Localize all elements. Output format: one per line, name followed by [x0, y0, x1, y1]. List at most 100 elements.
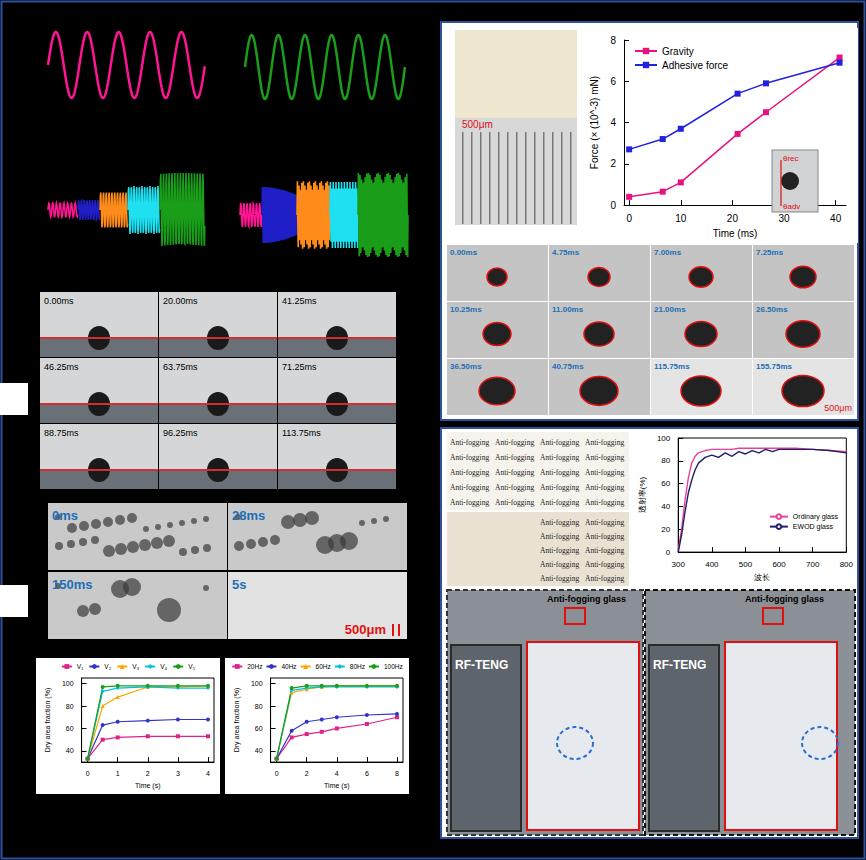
svg-text:100: 100: [251, 680, 263, 687]
svg-text:30: 30: [778, 213, 790, 224]
svg-text:20Hz: 20Hz: [247, 663, 262, 670]
svg-text:Dry area fraction (%): Dry area fraction (%): [233, 688, 241, 753]
svg-text:Anti-fogging: Anti-fogging: [540, 483, 579, 492]
svg-text:Anti-fogging: Anti-fogging: [540, 560, 579, 569]
svg-text:Anti-fogging: Anti-fogging: [585, 518, 624, 527]
svg-text:0.00ms: 0.00ms: [450, 248, 478, 257]
svg-text:80Hz: 80Hz: [350, 663, 365, 670]
svg-text:40: 40: [255, 747, 263, 754]
svg-text:Time (s): Time (s): [324, 782, 349, 790]
svg-text:100Hz: 100Hz: [384, 663, 403, 670]
svg-text:20: 20: [727, 213, 739, 224]
svg-text:8: 8: [395, 770, 399, 777]
svg-text:Anti-fogging glass: Anti-fogging glass: [547, 594, 626, 604]
svg-text:100: 100: [657, 434, 671, 443]
svg-text:36.50ms: 36.50ms: [450, 362, 482, 371]
svg-text:0.00ms: 0.00ms: [44, 296, 74, 306]
svg-text:46.25ms: 46.25ms: [44, 362, 79, 372]
svg-text:113.75ms: 113.75ms: [282, 428, 321, 438]
svg-text:EWOD glass: EWOD glass: [793, 523, 834, 531]
svg-text:2: 2: [305, 770, 309, 777]
svg-text:4: 4: [610, 117, 616, 128]
svg-text:Anti-fogging: Anti-fogging: [540, 532, 579, 541]
svg-text:RF-TENG: RF-TENG: [653, 658, 706, 672]
svg-text:4.75ms: 4.75ms: [552, 248, 580, 257]
svg-text:26.50ms: 26.50ms: [756, 305, 788, 314]
svg-text:Anti-fogging: Anti-fogging: [450, 453, 489, 462]
svg-text:Anti-fogging: Anti-fogging: [450, 483, 489, 492]
svg-text:800: 800: [840, 560, 854, 569]
svg-text:40: 40: [66, 747, 74, 754]
svg-text:V₄: V₄: [160, 663, 167, 670]
svg-text:6: 6: [610, 76, 616, 87]
svg-text:Anti-fogging: Anti-fogging: [495, 483, 534, 492]
svg-text:Anti-fogging: Anti-fogging: [585, 483, 624, 492]
svg-text:20.00ms: 20.00ms: [163, 296, 198, 306]
svg-text:400: 400: [705, 560, 719, 569]
svg-text:0: 0: [275, 770, 279, 777]
svg-text:60: 60: [66, 725, 74, 732]
svg-text:Anti-fogging: Anti-fogging: [540, 518, 579, 527]
svg-text:500μm: 500μm: [345, 622, 386, 637]
svg-text:Adhesive force: Adhesive force: [662, 60, 729, 71]
svg-text:4: 4: [335, 770, 339, 777]
svg-text:Time (s): Time (s): [135, 782, 160, 790]
svg-text:2: 2: [610, 158, 616, 169]
svg-text:Anti-fogging: Anti-fogging: [540, 453, 579, 462]
svg-text:Anti-fogging: Anti-fogging: [585, 560, 624, 569]
svg-text:96.25ms: 96.25ms: [163, 428, 198, 438]
svg-text:Anti-fogging: Anti-fogging: [585, 498, 624, 507]
svg-text:Force (× (10^-3) mN): Force (× (10^-3) mN): [589, 76, 600, 169]
svg-text:RF-TENG: RF-TENG: [455, 658, 508, 672]
svg-text:Anti-fogging: Anti-fogging: [540, 574, 579, 583]
svg-text:V₁: V₁: [77, 663, 84, 670]
svg-text:Anti-fogging: Anti-fogging: [540, 468, 579, 477]
svg-text:28ms: 28ms: [232, 508, 265, 523]
svg-text:θrec: θrec: [783, 154, 799, 163]
svg-text:80: 80: [661, 456, 670, 465]
svg-text:2: 2: [146, 770, 150, 777]
svg-text:0: 0: [666, 548, 671, 557]
svg-text:Anti-fogging: Anti-fogging: [540, 546, 579, 555]
svg-text:300: 300: [672, 560, 686, 569]
svg-text:40: 40: [661, 502, 670, 511]
svg-text:V₂: V₂: [104, 663, 111, 670]
svg-text:155.75ms: 155.75ms: [756, 362, 793, 371]
svg-text:0: 0: [86, 770, 90, 777]
svg-text:Anti-fogging: Anti-fogging: [585, 532, 624, 541]
svg-text:60Hz: 60Hz: [316, 663, 331, 670]
svg-text:Anti-fogging: Anti-fogging: [495, 498, 534, 507]
svg-text:Anti-fogging: Anti-fogging: [585, 438, 624, 447]
svg-text:Anti-fogging: Anti-fogging: [450, 438, 489, 447]
svg-text:4: 4: [206, 770, 210, 777]
svg-text:Anti-fogging: Anti-fogging: [585, 546, 624, 555]
svg-text:Anti-fogging: Anti-fogging: [585, 468, 624, 477]
svg-text:100: 100: [62, 680, 74, 687]
svg-text:Gravity: Gravity: [662, 46, 694, 57]
svg-text:Anti-fogging: Anti-fogging: [495, 468, 534, 477]
svg-text:41.25ms: 41.25ms: [282, 296, 317, 306]
svg-text:80: 80: [255, 703, 263, 710]
svg-text:Anti-fogging: Anti-fogging: [540, 498, 579, 507]
svg-text:1: 1: [116, 770, 120, 777]
svg-text:10: 10: [675, 213, 687, 224]
svg-text:θadv: θadv: [783, 202, 800, 211]
svg-text:Anti-fogging: Anti-fogging: [540, 438, 579, 447]
svg-text:Time (ms): Time (ms): [713, 228, 758, 239]
svg-text:透射率(%): 透射率(%): [638, 476, 647, 513]
svg-text:8: 8: [610, 35, 616, 46]
svg-text:500: 500: [739, 560, 753, 569]
svg-text:20: 20: [661, 525, 670, 534]
svg-text:7.25ms: 7.25ms: [756, 248, 784, 257]
svg-text:63.75ms: 63.75ms: [163, 362, 198, 372]
svg-text:11.00ms: 11.00ms: [552, 305, 584, 314]
svg-text:500μm: 500μm: [824, 403, 852, 413]
svg-text:波长: 波长: [754, 573, 770, 582]
svg-text:80: 80: [66, 703, 74, 710]
svg-text:600: 600: [772, 560, 786, 569]
svg-text:Anti-fogging: Anti-fogging: [450, 498, 489, 507]
svg-text:Dry area fraction (%): Dry area fraction (%): [44, 688, 52, 753]
svg-text:6: 6: [365, 770, 369, 777]
svg-text:0ms: 0ms: [52, 508, 78, 523]
svg-text:Anti-fogging: Anti-fogging: [495, 453, 534, 462]
